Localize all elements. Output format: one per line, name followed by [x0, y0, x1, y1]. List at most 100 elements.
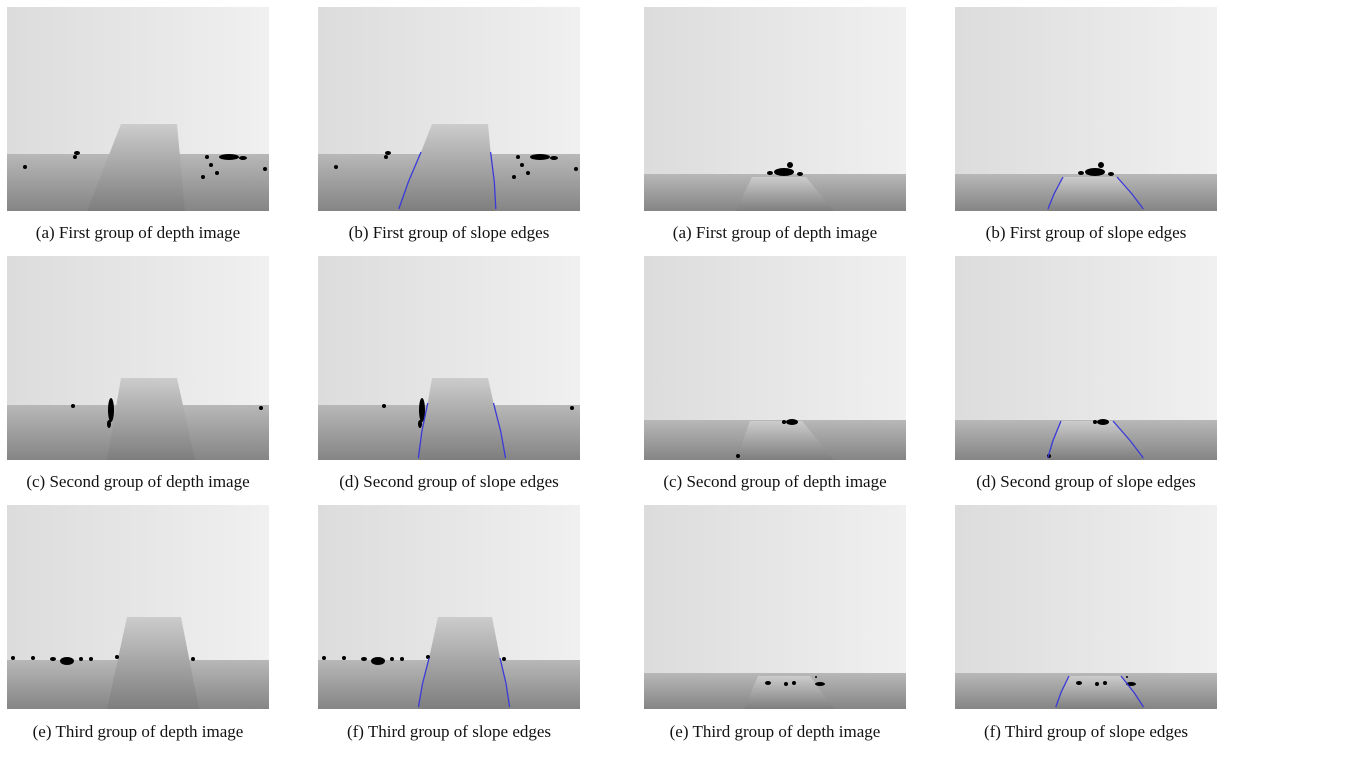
right-slope-edge: [1120, 675, 1145, 708]
slope-region: [418, 378, 506, 460]
depth-hole: [74, 151, 80, 155]
depth-image: [7, 256, 269, 460]
subfigure-caption: (c) Second group of depth image: [663, 472, 887, 491]
depth-image: [644, 7, 906, 211]
depth-hole: [767, 171, 773, 175]
left-slope-edge: [398, 151, 422, 210]
depth-hole: [502, 657, 506, 661]
depth-hole: [418, 420, 422, 428]
subfigure-caption: (f) Third group of slope edges: [346, 722, 552, 741]
depth-hole: [530, 154, 550, 160]
slope-region: [107, 378, 195, 460]
depth-hole: [400, 657, 404, 661]
depth-hole: [259, 406, 263, 410]
subfigure-caption: (e) Third group of depth image: [32, 722, 244, 741]
left-slope-edge: [1047, 176, 1064, 210]
depth-hole: [11, 656, 15, 660]
depth-hole: [89, 657, 93, 661]
depth-hole: [784, 682, 788, 686]
depth-hole: [108, 398, 114, 422]
depth-hole: [520, 163, 524, 167]
depth-hole: [371, 657, 385, 665]
depth-hole: [419, 398, 425, 422]
depth-hole: [512, 175, 516, 179]
slope-edges-image: [318, 256, 580, 460]
depth-hole: [526, 171, 530, 175]
depth-hole: [1098, 162, 1104, 168]
depth-hole: [361, 657, 367, 661]
left-slope-edge: [417, 657, 430, 708]
depth-hole: [263, 167, 267, 171]
depth-hole: [79, 657, 83, 661]
depth-hole: [1103, 681, 1107, 685]
depth-hole: [191, 657, 195, 661]
subfigure-caption: (a) First group of depth image: [35, 223, 241, 242]
depth-hole: [774, 168, 794, 176]
depth-hole: [815, 682, 825, 686]
depth-hole: [209, 163, 213, 167]
right-slope-edge: [492, 402, 507, 459]
right-slope-edge: [1112, 420, 1144, 459]
depth-hole: [31, 656, 35, 660]
depth-hole: [574, 167, 578, 171]
depth-hole: [384, 155, 388, 159]
slope-region: [736, 177, 834, 211]
depth-hole: [792, 681, 796, 685]
depth-hole: [1108, 172, 1114, 176]
subfigure-caption: (b) First group of slope edges: [348, 223, 550, 242]
slope-region: [398, 124, 496, 211]
depth-hole: [736, 454, 740, 458]
subfigure-caption: (c) Second group of depth image: [26, 472, 250, 491]
depth-hole: [516, 155, 520, 159]
right-slope-edge: [489, 151, 497, 210]
right-slope-edge: [1116, 176, 1144, 210]
subfigure-caption: (e) Third group of depth image: [669, 722, 881, 741]
subfigure-caption: (d) Second group of slope edges: [339, 472, 559, 491]
depth-hole: [215, 171, 219, 175]
depth-image: [7, 505, 269, 709]
depth-hole: [201, 175, 205, 179]
slope-region: [1047, 421, 1145, 460]
depth-hole: [107, 420, 111, 428]
depth-hole: [50, 657, 56, 661]
depth-hole: [1078, 171, 1084, 175]
depth-hole: [23, 165, 27, 169]
depth-hole: [71, 404, 75, 408]
depth-hole: [786, 419, 798, 425]
depth-hole: [1095, 682, 1099, 686]
depth-hole: [1093, 420, 1097, 424]
depth-hole: [797, 172, 803, 176]
slope-edges-image: [955, 256, 1217, 460]
depth-hole: [787, 162, 793, 168]
left-slope-edge: [1055, 675, 1070, 708]
subfigure-caption: (b) First group of slope edges: [985, 223, 1187, 242]
right-slope-edge: [499, 657, 511, 708]
slope-region: [1047, 177, 1145, 211]
depth-hole: [322, 656, 326, 660]
depth-hole: [73, 155, 77, 159]
depth-hole: [1126, 676, 1128, 678]
slope-edges-image: [318, 7, 580, 211]
depth-image: [7, 7, 269, 211]
depth-hole: [815, 676, 817, 678]
subfigure-caption: (a) First group of depth image: [672, 223, 878, 242]
depth-hole: [219, 154, 239, 160]
depth-image: [644, 505, 906, 709]
subfigure-caption: (d) Second group of slope edges: [976, 472, 1196, 491]
depth-hole: [342, 656, 346, 660]
slope-region: [107, 617, 199, 709]
depth-hole: [382, 404, 386, 408]
slope-region: [87, 124, 185, 211]
slope-edges-image: [318, 505, 580, 709]
depth-hole: [1085, 168, 1105, 176]
depth-hole: [1076, 681, 1082, 685]
depth-image: [644, 256, 906, 460]
depth-hole: [334, 165, 338, 169]
depth-hole: [765, 681, 771, 685]
depth-hole: [550, 156, 558, 160]
subfigure-caption: (f) Third group of slope edges: [983, 722, 1189, 741]
left-slope-edge: [417, 402, 429, 459]
depth-hole: [390, 657, 394, 661]
slope-edges-image: [955, 505, 1217, 709]
depth-hole: [1097, 419, 1109, 425]
